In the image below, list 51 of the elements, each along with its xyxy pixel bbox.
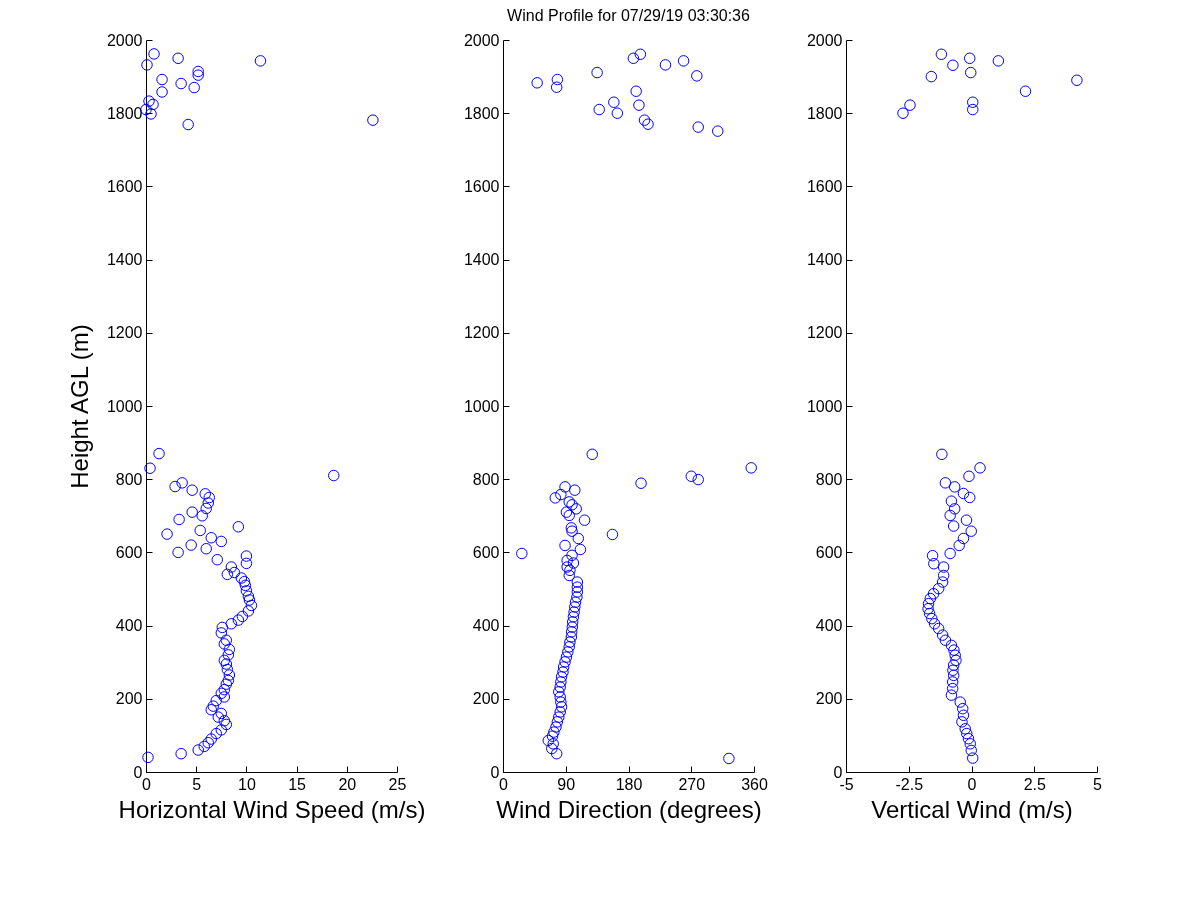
y-tick-label: 1200 <box>463 324 500 342</box>
y-tick-label: 1600 <box>806 177 843 195</box>
x-axis-title: Horizontal Wind Speed (m/s) <box>118 795 426 823</box>
y-tick-label: 200 <box>815 690 843 708</box>
y-tick-label: 200 <box>472 690 500 708</box>
x-axis-title: Wind Direction (degrees) <box>496 795 762 823</box>
y-tick-label: 0 <box>490 763 500 781</box>
y-tick-label: 1400 <box>463 251 500 269</box>
y-tick-label: 400 <box>815 617 843 635</box>
y-tick-label: 1600 <box>463 177 500 195</box>
x-tick-label: 180 <box>615 775 643 793</box>
y-tick-label: 2000 <box>106 31 143 49</box>
x-tick-label: 5 <box>192 775 202 793</box>
y-tick-label: 1000 <box>806 397 843 415</box>
x-tick-label: 2.5 <box>1023 775 1046 793</box>
y-tick-label: 1200 <box>106 324 143 342</box>
x-tick-label: 5 <box>1093 775 1103 793</box>
x-tick-label: 0 <box>967 775 977 793</box>
y-tick-label: 1000 <box>463 397 500 415</box>
x-tick-label: 25 <box>388 775 407 793</box>
y-tick-label: 800 <box>115 470 143 488</box>
x-tick-label: 90 <box>557 775 576 793</box>
y-tick-label: 400 <box>115 617 143 635</box>
y-tick-label: 800 <box>472 470 500 488</box>
y-axis-title: Height AGL (m) <box>65 324 93 489</box>
y-tick-label: 1400 <box>806 251 843 269</box>
x-tick-label: 360 <box>741 775 768 793</box>
y-tick-label: 1200 <box>806 324 843 342</box>
y-tick-label: 1400 <box>106 251 143 269</box>
chart-title: Wind Profile for 07/29/19 03:30:36 <box>507 7 751 24</box>
y-tick-label: 0 <box>133 763 143 781</box>
y-tick-label: 0 <box>833 763 843 781</box>
y-tick-label: 1800 <box>463 104 500 122</box>
y-tick-label: 1000 <box>106 397 143 415</box>
y-tick-label: 1800 <box>806 104 843 122</box>
y-tick-label: 800 <box>815 470 843 488</box>
y-tick-label: 2000 <box>463 31 500 49</box>
x-tick-label: 20 <box>338 775 357 793</box>
x-axis-title: Vertical Wind (m/s) <box>871 795 1073 823</box>
y-tick-label: 2000 <box>806 31 843 49</box>
y-tick-label: 1600 <box>106 177 143 195</box>
y-tick-label: 400 <box>472 617 500 635</box>
x-tick-label: 15 <box>288 775 307 793</box>
y-tick-label: 600 <box>815 543 843 561</box>
y-tick-label: 600 <box>115 543 143 561</box>
y-tick-label: 200 <box>115 690 143 708</box>
x-tick-label: 10 <box>238 775 256 793</box>
x-tick-label: 270 <box>678 775 706 793</box>
x-tick-label: -2.5 <box>895 775 924 793</box>
y-tick-label: 1800 <box>106 104 143 122</box>
y-tick-label: 600 <box>472 543 500 561</box>
